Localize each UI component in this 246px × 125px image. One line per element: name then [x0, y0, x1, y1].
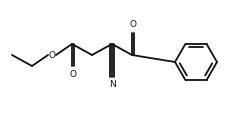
Text: O: O [129, 20, 137, 29]
Text: N: N [109, 80, 115, 89]
Text: O: O [70, 70, 77, 79]
Text: O: O [48, 50, 56, 59]
